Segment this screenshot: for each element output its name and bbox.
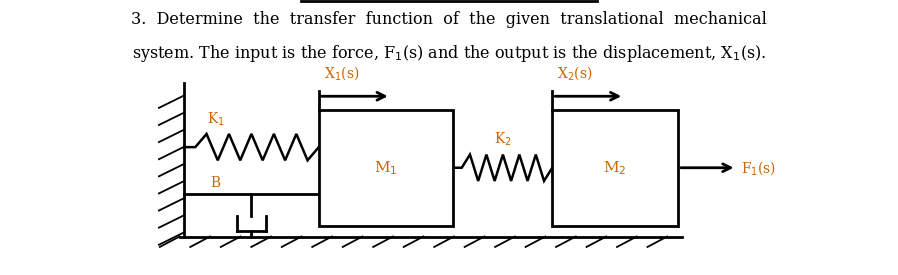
Text: K$_2$: K$_2$ <box>494 131 512 148</box>
Text: M$_2$: M$_2$ <box>603 159 627 177</box>
Bar <box>319 110 453 226</box>
Text: 3.  Determine  the  transfer  function  of  the  given  translational  mechanica: 3. Determine the transfer function of th… <box>131 11 767 28</box>
Text: F$_1$(s): F$_1$(s) <box>741 159 776 177</box>
Text: X$_2$(s): X$_2$(s) <box>557 65 593 82</box>
Text: M$_1$: M$_1$ <box>374 159 398 177</box>
Text: K$_1$: K$_1$ <box>207 111 224 128</box>
Text: X$_1$(s): X$_1$(s) <box>323 65 359 82</box>
Text: system. The input is the force, F$_1$(s) and the output is the displacement, X$_: system. The input is the force, F$_1$(s)… <box>132 43 766 64</box>
Text: B: B <box>210 176 220 190</box>
Bar <box>552 110 678 226</box>
